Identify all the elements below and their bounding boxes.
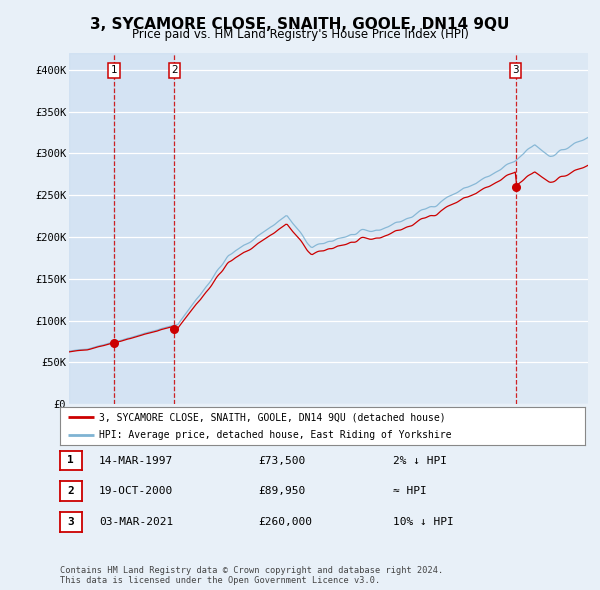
Text: 10% ↓ HPI: 10% ↓ HPI	[393, 517, 454, 527]
Text: £73,500: £73,500	[258, 456, 305, 466]
Text: 1: 1	[67, 455, 74, 466]
Text: £260,000: £260,000	[258, 517, 312, 527]
Bar	[69, 53, 114, 404]
Text: 2% ↓ HPI: 2% ↓ HPI	[393, 456, 447, 466]
Text: 19-OCT-2000: 19-OCT-2000	[99, 487, 173, 496]
Text: Price paid vs. HM Land Registry's House Price Index (HPI): Price paid vs. HM Land Registry's House …	[131, 28, 469, 41]
Text: £89,950: £89,950	[258, 487, 305, 496]
Text: 2: 2	[67, 486, 74, 496]
Text: 3: 3	[67, 517, 74, 527]
Text: 1: 1	[111, 65, 118, 76]
Text: ≈ HPI: ≈ HPI	[393, 487, 427, 496]
Bar	[114, 53, 175, 404]
Text: 3, SYCAMORE CLOSE, SNAITH, GOOLE, DN14 9QU: 3, SYCAMORE CLOSE, SNAITH, GOOLE, DN14 9…	[91, 17, 509, 31]
Text: 2: 2	[171, 65, 178, 76]
Text: 14-MAR-1997: 14-MAR-1997	[99, 456, 173, 466]
Text: 3: 3	[512, 65, 519, 76]
Text: 03-MAR-2021: 03-MAR-2021	[99, 517, 173, 527]
Text: Contains HM Land Registry data © Crown copyright and database right 2024.
This d: Contains HM Land Registry data © Crown c…	[60, 566, 443, 585]
Text: 3, SYCAMORE CLOSE, SNAITH, GOOLE, DN14 9QU (detached house): 3, SYCAMORE CLOSE, SNAITH, GOOLE, DN14 9…	[100, 412, 446, 422]
Text: HPI: Average price, detached house, East Riding of Yorkshire: HPI: Average price, detached house, East…	[100, 430, 452, 440]
